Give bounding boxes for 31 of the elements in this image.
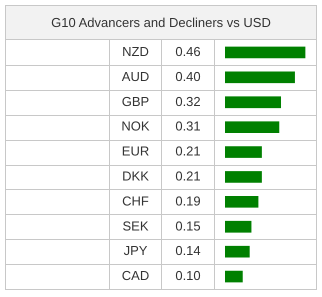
y-tick-label: AUD — [122, 68, 150, 84]
data-label: 0.10 — [175, 268, 201, 284]
data-label: 0.14 — [175, 243, 201, 258]
bar — [225, 196, 258, 208]
y-tick-label: SEK — [122, 218, 149, 234]
chart-title: G10 Advancers and Decliners vs USD — [6, 6, 316, 40]
bar — [225, 171, 262, 183]
data-label: 0.21 — [175, 168, 201, 184]
y-tick-label: NOK — [121, 118, 150, 134]
y-tick-label: DKK — [122, 168, 150, 184]
bar — [225, 72, 295, 84]
data-label: 0.15 — [175, 218, 201, 234]
y-tick-label: NZD — [122, 44, 149, 60]
bar — [225, 146, 262, 158]
y-tick-label: EUR — [122, 144, 150, 159]
bar — [225, 46, 306, 58]
data-label: 0.32 — [175, 94, 201, 109]
data-label: 0.40 — [175, 68, 201, 84]
bar — [225, 121, 280, 133]
y-tick-label: JPY — [124, 243, 148, 258]
data-label: 0.21 — [175, 144, 201, 159]
data-label: 0.31 — [175, 118, 201, 134]
y-tick-label: GBP — [122, 94, 150, 109]
data-label: 0.19 — [175, 193, 201, 208]
bar — [225, 270, 243, 282]
bar — [225, 220, 252, 233]
bar — [225, 96, 282, 108]
bar — [225, 246, 250, 258]
data-label: 0.46 — [175, 44, 201, 60]
y-tick-label: CHF — [122, 193, 149, 208]
y-tick-label: CAD — [122, 268, 150, 284]
